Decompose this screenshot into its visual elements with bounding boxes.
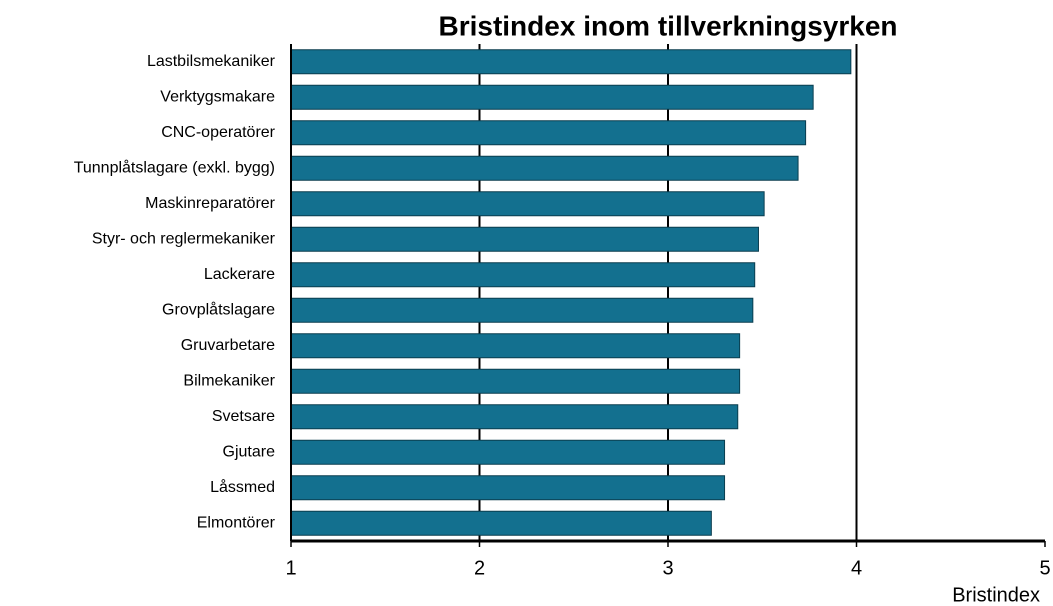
bar: [290, 510, 712, 536]
x-axis-label: Bristindex: [952, 584, 1040, 606]
bar: [290, 49, 852, 75]
bar: [290, 226, 759, 252]
y-tick-label: Verktygsmakare: [160, 88, 275, 105]
bar: [290, 333, 741, 359]
y-tick-label: Lackerare: [204, 266, 275, 283]
bar: [290, 475, 726, 501]
bar: [290, 262, 756, 288]
bar: [290, 191, 765, 217]
bar: [290, 84, 814, 110]
y-tick-label: Svetsare: [212, 408, 275, 425]
chart-title: Bristindex inom tillverkningsyrken: [438, 10, 897, 41]
y-tick-label: Bilmekaniker: [183, 372, 275, 389]
y-tick-label: CNC-operatörer: [161, 124, 275, 141]
bar: [290, 404, 739, 430]
bar: [290, 155, 799, 181]
y-tick-label: Lastbilsmekaniker: [147, 53, 276, 70]
x-tick-label: 2: [474, 557, 485, 579]
bar: [290, 297, 754, 323]
x-tick-label: 4: [851, 557, 862, 579]
y-tick-label: Låssmed: [210, 478, 275, 496]
y-tick-label: Gjutare: [223, 443, 276, 460]
y-tick-label: Elmontörer: [197, 514, 276, 531]
x-tick-label: 1: [285, 557, 296, 579]
y-tick-label: Tunnplåtslagare (exkl. bygg): [74, 158, 275, 176]
x-tick-label: 3: [662, 557, 673, 579]
y-tick-label: Styr- och reglermekaniker: [92, 230, 276, 247]
bar: [290, 368, 741, 394]
x-tick-label: 5: [1039, 557, 1050, 579]
y-tick-label: Grovplåtslagare: [162, 300, 275, 318]
bar: [290, 439, 726, 465]
y-tick-label: Gruvarbetare: [181, 337, 275, 354]
y-tick-label: Maskinreparatörer: [145, 195, 276, 212]
bar: [290, 120, 807, 146]
